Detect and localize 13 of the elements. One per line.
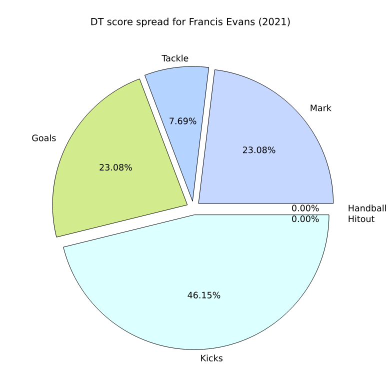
slice-label: Goals xyxy=(32,134,56,142)
data-label: 23.08% xyxy=(242,146,276,154)
slice-label: Kicks xyxy=(201,354,223,362)
text: 0.00% xyxy=(292,216,319,222)
category-label: Handball xyxy=(348,204,386,212)
chart-title: DT score spread for Francis Evans (2021) xyxy=(91,18,290,28)
category-label: Hitout xyxy=(348,215,374,222)
slice-label: Tackle xyxy=(162,54,188,62)
data-label: 23.08% xyxy=(100,164,132,171)
data-label: 46.15% xyxy=(188,292,220,298)
text: 0.00% xyxy=(292,204,319,212)
slice-label: Mark xyxy=(310,104,332,112)
data-label: 7.69% xyxy=(170,118,196,124)
